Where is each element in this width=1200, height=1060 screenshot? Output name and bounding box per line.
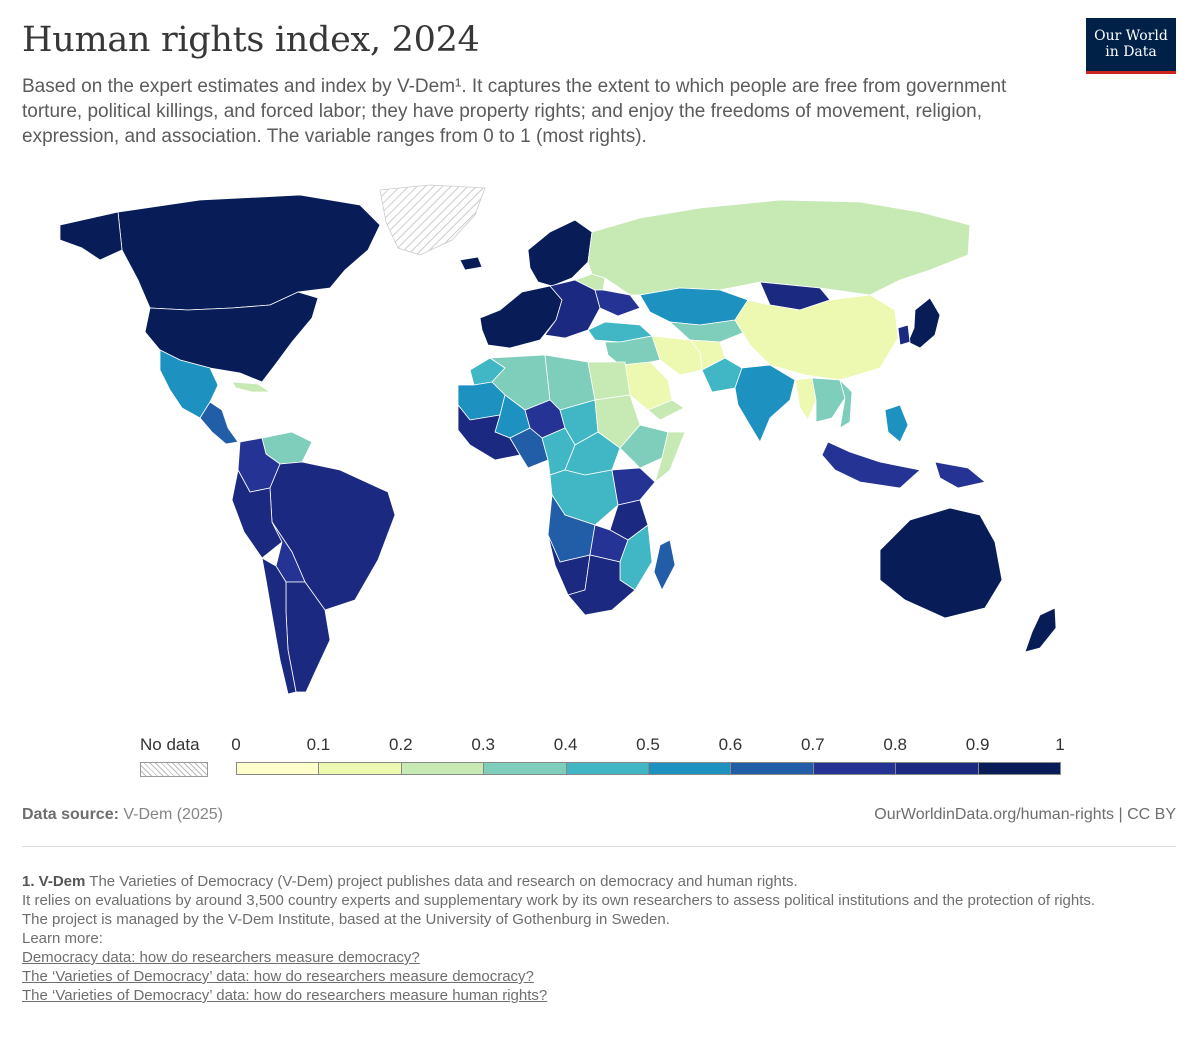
data-source: Data source: V-Dem (2025)	[22, 806, 223, 824]
region-chile[interactable]: Chile	[261, 557, 297, 695]
footnote-text-4: Learn more:	[22, 930, 103, 947]
legend-tick-label: 0.9	[965, 735, 990, 754]
legend-bin[interactable]	[400, 762, 485, 775]
data-source-label: Data source:	[22, 806, 119, 823]
region-india[interactable]: India	[734, 364, 796, 443]
legend-bin[interactable]	[648, 762, 732, 775]
region-middle-east[interactable]: Middle East	[604, 335, 661, 366]
region-kenya[interactable]: Kenya	[611, 467, 656, 506]
region-philippines[interactable]: Philippines	[884, 404, 909, 443]
region-ukraine[interactable]: Ukraine	[594, 289, 641, 317]
region-south-korea[interactable]: South Korea	[897, 324, 911, 346]
legend-tick-label: 0.8	[883, 735, 908, 754]
footnote-1: 1. V-Dem The Varieties of Democracy (V-D…	[22, 872, 1172, 891]
region-russia[interactable]: Russia	[587, 199, 971, 296]
region-western-europe[interactable]: Western Europe	[479, 285, 563, 349]
legend-bin[interactable]	[483, 762, 567, 775]
region-kazakhstan[interactable]: Kazakhstan	[639, 287, 749, 326]
legend-bin[interactable]	[977, 762, 1061, 775]
chart-subtitle: Based on the expert estimates and index …	[22, 76, 1007, 147]
region-canada[interactable]: Canada	[117, 194, 381, 311]
legend-bin[interactable]	[318, 762, 402, 775]
region-mainland-southeast-asia[interactable]: Mainland Southeast Asia	[811, 377, 846, 423]
region-cuba[interactable]: Cuba	[231, 381, 272, 393]
region-central-america[interactable]: Central America	[199, 401, 239, 445]
no-data-label: No data	[140, 735, 200, 754]
region-vietnam[interactable]: Vietnam	[839, 378, 853, 429]
legend-tick-label: 0.4	[553, 735, 578, 754]
legend-bin[interactable]	[565, 762, 649, 775]
footnotes: 1. V-Dem The Varieties of Democracy (V-D…	[22, 872, 1172, 1005]
footnote-text-1: The Varieties of Democracy (V-Dem) proje…	[89, 873, 798, 890]
region-belarus[interactable]: Belarus	[573, 273, 606, 291]
region-alaska[interactable]: Alaska	[59, 211, 123, 261]
region-greenland[interactable]: Greenland	[379, 184, 486, 256]
region-madagascar[interactable]: Madagascar	[653, 539, 676, 591]
link-democracy-data[interactable]: Democracy data: how do researchers measu…	[22, 949, 420, 966]
legend-tick-label: 0.7	[800, 735, 825, 754]
legend-tick-label: 0.3	[471, 735, 496, 754]
region-china[interactable]: China	[734, 294, 899, 381]
region-papua-new-guinea[interactable]: Papua New Guinea	[934, 461, 986, 489]
region-australia[interactable]: Australia	[879, 507, 1003, 619]
region-south-africa[interactable]: South Africa	[567, 554, 636, 616]
link-vdem-human-rights[interactable]: The ‘Varieties of Democracy’ data: how d…	[22, 987, 548, 1004]
data-source-value[interactable]: V-Dem (2025)	[123, 806, 223, 823]
legend-tick-label: 0.2	[388, 735, 413, 754]
footnote-number: 1. V-Dem	[22, 873, 86, 890]
legend-tick-label: 0.1	[306, 735, 331, 754]
color-legend: No data 0 0.1 0.2 0.3 0.4 0.5 0.6 0.7 0.8 0.9 1	[0, 730, 1200, 780]
footnote-text-3: The project is managed by the V-Dem Inst…	[22, 911, 670, 928]
region-iceland[interactable]: Iceland	[459, 256, 483, 271]
region-indonesia[interactable]: Indonesia	[821, 441, 921, 489]
region-scandinavia[interactable]: Scandinavia	[527, 219, 593, 287]
region-egypt[interactable]: Egypt	[587, 361, 631, 401]
legend-bin[interactable]	[730, 762, 814, 775]
no-data-swatch	[140, 762, 208, 777]
legend-tick-label: 1	[1055, 735, 1065, 754]
world-map[interactable]: CanadaUnited StatesMexicoCentral America…	[0, 170, 1200, 710]
owid-logo[interactable]: Our World in Data	[1086, 18, 1176, 74]
footer-divider	[22, 846, 1176, 847]
logo-line-2: in Data	[1105, 44, 1157, 60]
legend-bin[interactable]	[812, 762, 897, 775]
footnote-text-2: It relies on evaluations by around 3,500…	[22, 892, 1096, 909]
legend-tick-label: 0.6	[718, 735, 743, 754]
region-new-zealand[interactable]: New Zealand	[1024, 607, 1057, 653]
logo-line-1: Our World	[1094, 28, 1168, 44]
legend-tick-label: 0.5	[636, 735, 660, 754]
region-yemen[interactable]: Yemen	[647, 399, 685, 421]
region-japan[interactable]: Japan	[907, 297, 941, 349]
region-myanmar[interactable]: Myanmar	[794, 377, 817, 421]
source-url[interactable]: OurWorldinData.org/human-rights | CC BY	[874, 806, 1176, 823]
region-somalia[interactable]: Somalia	[654, 431, 686, 484]
legend-tick-label: 0	[231, 735, 241, 754]
link-vdem-democracy[interactable]: The ‘Varieties of Democracy’ data: how d…	[22, 968, 534, 985]
chart-title: Human rights index, 2024	[22, 20, 480, 60]
legend-bin[interactable]	[895, 762, 979, 775]
legend-bin[interactable]	[236, 762, 320, 775]
